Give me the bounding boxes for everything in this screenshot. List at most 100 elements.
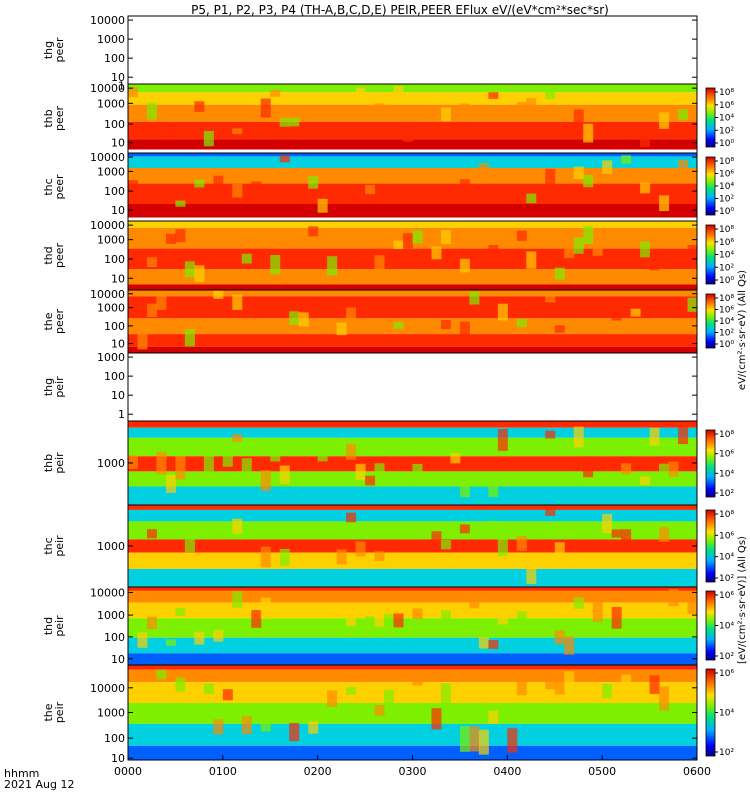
panel-label: thdpeir xyxy=(42,615,66,637)
colorbar-swatch xyxy=(705,293,716,349)
panel-label: thcpeir xyxy=(42,535,66,557)
spectrogram-patch xyxy=(175,229,186,243)
colorbar-tick-label: 10⁶ xyxy=(719,531,734,541)
y-tick-label: 10 xyxy=(111,338,125,351)
spectrogram-patch xyxy=(241,716,252,735)
spectrogram-patch xyxy=(459,103,470,111)
spectrogram-patch xyxy=(146,529,157,539)
y-tick-label: 10000 xyxy=(90,219,125,232)
spectrogram-patch xyxy=(526,562,537,585)
spectrogram-patch xyxy=(611,529,622,538)
spectrogram-patch xyxy=(516,611,527,627)
y-tick-label: 100 xyxy=(104,631,125,644)
y-tick-label: 1 xyxy=(118,79,125,92)
colorbar-tick-label: 10⁶ xyxy=(719,101,734,111)
spectrogram-patch xyxy=(232,518,243,534)
spectrogram-patch xyxy=(146,102,157,120)
spectrogram-band xyxy=(128,427,697,438)
panel-background xyxy=(128,353,697,421)
colorbar-the-peir: 10⁶ 10⁴ 10² xyxy=(705,668,734,758)
spectrogram-band xyxy=(128,318,697,335)
spectrogram-patch xyxy=(621,155,632,164)
y-tick-label: 100 xyxy=(104,253,125,266)
y-tick-label: 1 xyxy=(118,408,125,421)
spectrogram-band xyxy=(128,183,697,204)
y-tick-label: 10 xyxy=(111,389,125,402)
spectrogram-patch xyxy=(621,674,632,691)
spectrogram-patch xyxy=(545,168,556,186)
spectrogram-patch xyxy=(165,474,176,493)
colorbar-tick-label: 10⁸ xyxy=(719,157,734,167)
colorbar-swatch xyxy=(705,224,716,285)
colorbar-swatch xyxy=(705,87,716,148)
spectrogram-patch xyxy=(346,616,357,626)
spectrogram-patch xyxy=(403,233,413,249)
spectrogram-patch xyxy=(554,325,565,333)
spectrogram-patch xyxy=(545,228,556,235)
spectrogram-patch xyxy=(621,463,632,475)
spectrogram-patch xyxy=(128,180,138,193)
spectrogram-patch xyxy=(640,604,651,617)
spectrogram-patch xyxy=(592,602,603,622)
spectrogram-band xyxy=(128,149,697,153)
spectrogram-patch xyxy=(649,675,660,695)
spectrogram-patch xyxy=(583,463,594,478)
spectrogram-patch xyxy=(668,588,679,607)
y-tick-label: 1000 xyxy=(97,97,125,110)
spectrogram-patch xyxy=(374,463,385,475)
spectrogram-patch xyxy=(156,293,167,310)
spectrogram-patch xyxy=(137,632,148,648)
colorbar-tick-label: 10⁴ xyxy=(719,469,734,479)
x-tick-label: 0600 xyxy=(683,765,711,778)
spectrogram-patch xyxy=(374,551,385,561)
spectrogram-band xyxy=(128,539,697,553)
spectrogram-patch xyxy=(516,230,527,241)
spectrogram-patch xyxy=(232,183,243,198)
panel-label: thgpeer xyxy=(42,37,66,63)
colorbar-tick-label: 10⁰ xyxy=(719,139,734,149)
spectrogram-patch xyxy=(412,230,423,244)
y-tick-label: 10 xyxy=(111,204,125,217)
panel-the-peir: 10000 1000 100 10 thepeir xyxy=(42,664,698,765)
colorbar-thc-peer: 10⁸ 10⁶ 10⁴ 10² 10⁰ xyxy=(705,156,734,217)
y-tick-label: 100 xyxy=(104,185,125,198)
spectrogram-patch xyxy=(431,708,442,730)
spectrogram-patch xyxy=(440,320,451,330)
spectrogram-band xyxy=(128,509,697,522)
spectrogram-patch xyxy=(222,450,233,467)
spectrogram-patch xyxy=(469,726,480,752)
spectrogram-patch xyxy=(687,245,698,259)
panel-label: thepeir xyxy=(42,701,66,723)
spectrogram-patch xyxy=(488,640,499,649)
spectrogram-patch xyxy=(270,89,281,97)
spectrogram-patch xyxy=(668,461,679,477)
spectrogram-patch xyxy=(184,261,195,278)
spectrogram-band xyxy=(128,346,697,353)
colorbar-swatch xyxy=(705,429,716,498)
colorbar-tick-label: 10⁸ xyxy=(719,88,734,98)
spectrogram-band xyxy=(128,590,697,603)
panel-thd-peer: 10000 1000 100 10 thdpeer xyxy=(42,219,698,291)
spectrogram-patch xyxy=(403,124,413,143)
colorbar-label-peer: eV/(cm²·s·sr·eV) (All Qs) xyxy=(737,270,748,390)
spectrogram-band xyxy=(128,221,697,228)
y-tick-label: 10 xyxy=(111,752,125,765)
colorbar-tick-label: 10⁰ xyxy=(719,340,734,350)
spectrogram-patch xyxy=(440,683,451,706)
spectrogram-patch xyxy=(346,307,357,324)
spectrogram-patch xyxy=(213,629,224,642)
spectrogram-patch xyxy=(640,182,651,194)
spectrogram-patch xyxy=(374,615,385,627)
panel-thc-peir: 1000 thcpeir xyxy=(42,504,698,588)
spectrogram-patch xyxy=(365,184,376,195)
panel-thg-peir: 1000 100 10 1 thgpeir xyxy=(42,351,698,422)
spectrogram-patch xyxy=(545,430,556,439)
y-tick-label: 10000 xyxy=(90,586,125,599)
colorbar-tick-label: 10⁰ xyxy=(719,276,734,286)
colorbar-tick-label: 10² xyxy=(719,195,734,205)
spectrogram-patch xyxy=(545,295,556,303)
x-corner-label: hhmm xyxy=(4,767,39,780)
spectrogram-patch xyxy=(649,252,660,271)
spectrogram-patch xyxy=(583,123,594,143)
